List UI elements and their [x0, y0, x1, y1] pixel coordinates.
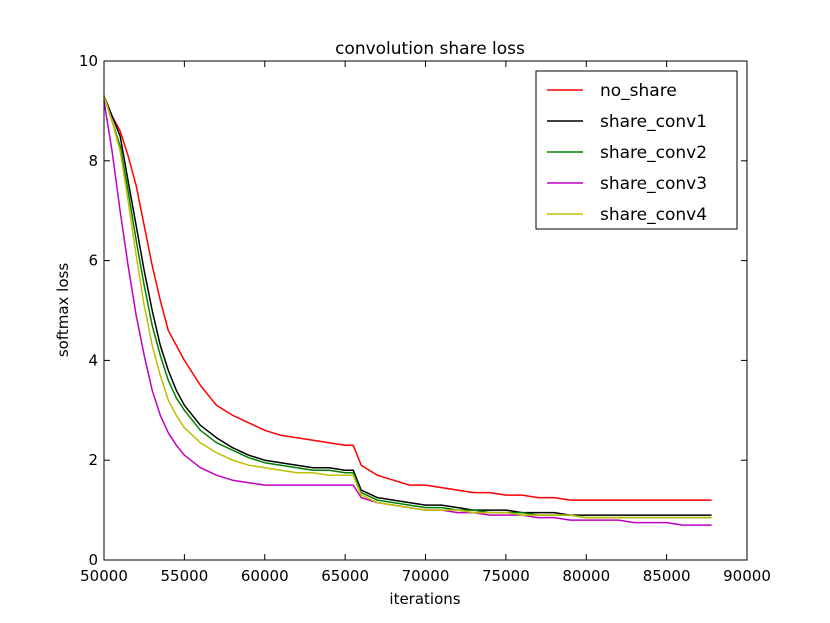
series-line-no-share	[103, 95, 712, 501]
x-tick-label: 80000	[562, 567, 610, 585]
series-line-share-conv1	[103, 95, 712, 516]
x-tick-label: 75000	[482, 567, 530, 585]
x-tick-label: 85000	[643, 567, 691, 585]
y-tick-label: 2	[88, 451, 98, 469]
y-tick-label: 6	[88, 252, 98, 270]
y-tick-label: 8	[88, 152, 98, 170]
y-axis: 0 2 4 6 8 10	[79, 52, 747, 569]
legend-label-share-conv3: share_conv3	[600, 174, 707, 194]
x-tick-label: 50000	[80, 567, 128, 585]
y-axis-title: softmax loss	[54, 263, 72, 357]
x-tick-label: 55000	[161, 567, 209, 585]
series-layer	[103, 95, 712, 526]
legend-box	[535, 70, 738, 230]
series-line-share-conv3	[103, 100, 712, 526]
y-tick-label: 4	[88, 351, 98, 369]
legend: no_share share_conv1 share_conv2 share_conv…	[535, 70, 738, 230]
chart-title: convolution share loss	[335, 39, 525, 59]
x-tick-label: 70000	[402, 567, 450, 585]
x-tick-label: 60000	[241, 567, 289, 585]
x-tick-label: 65000	[321, 567, 369, 585]
y-tick-label: 0	[88, 551, 98, 569]
x-tick-label: 90000	[723, 567, 771, 585]
y-tick-label: 10	[79, 52, 98, 70]
legend-label-no-share: no_share	[600, 81, 677, 101]
legend-label-share-conv2: share_conv2	[600, 143, 707, 163]
legend-label-share-conv4: share_conv4	[600, 205, 707, 225]
legend-label-share-conv1: share_conv1	[600, 112, 707, 132]
x-axis-title: iterations	[389, 590, 460, 608]
series-line-share-conv4	[103, 95, 712, 519]
x-axis: 50000 55000 60000 65000 70000 75000 80000 85000…	[80, 61, 771, 585]
